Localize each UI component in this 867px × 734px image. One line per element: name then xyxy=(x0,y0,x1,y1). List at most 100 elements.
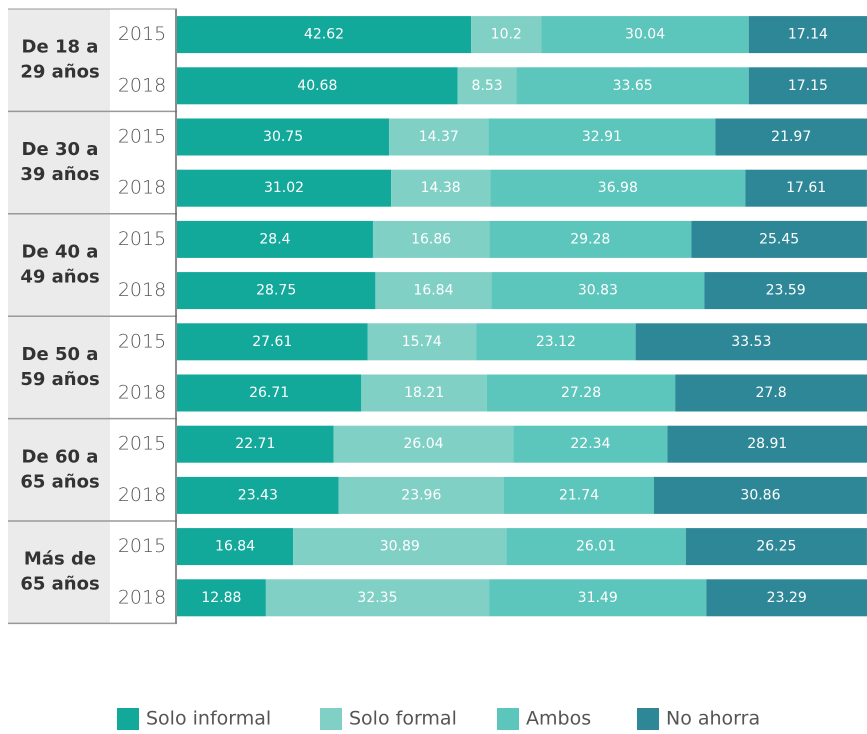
bar-segment xyxy=(177,16,472,54)
legend-label: Ambos xyxy=(526,708,591,730)
value-label: 16.84 xyxy=(413,283,453,299)
value-label: 21.74 xyxy=(559,487,599,503)
value-label: 26.71 xyxy=(249,385,289,401)
value-label: 18.21 xyxy=(404,385,444,401)
bar-segment xyxy=(338,476,504,514)
value-label: 16.84 xyxy=(215,539,255,555)
year-label: 2015 xyxy=(118,23,166,45)
bar-segment xyxy=(541,16,749,54)
value-label: 17.14 xyxy=(788,27,828,43)
value-label: 32.35 xyxy=(357,590,397,606)
value-label: 10.2 xyxy=(491,27,522,43)
bar-segment xyxy=(490,169,746,207)
bar-segment xyxy=(748,16,867,54)
bar-segment xyxy=(177,476,339,514)
bar-segment xyxy=(653,476,867,514)
bar-segment xyxy=(513,425,668,463)
value-label: 32.91 xyxy=(582,129,622,145)
value-label: 31.02 xyxy=(264,180,304,196)
year-label: 2018 xyxy=(118,74,166,96)
value-label: 14.38 xyxy=(421,180,461,196)
value-label: 17.15 xyxy=(788,78,828,94)
value-label: 30.86 xyxy=(740,487,780,503)
value-label: 21.97 xyxy=(771,129,811,145)
bar-segment xyxy=(704,272,867,310)
value-label: 28.75 xyxy=(256,283,296,299)
group-label: 49 años xyxy=(20,267,99,288)
value-label: 31.49 xyxy=(578,590,618,606)
bar-segment xyxy=(361,374,487,412)
bar-segment xyxy=(389,118,489,156)
bar-segment xyxy=(489,220,692,258)
value-label: 23.43 xyxy=(238,487,278,503)
year-label: 2015 xyxy=(118,433,166,455)
year-label: 2018 xyxy=(118,279,166,301)
year-label: 2015 xyxy=(118,126,166,148)
year-label: 2015 xyxy=(118,535,166,557)
group-label: De 60 a xyxy=(22,446,99,467)
group-label: 65 años xyxy=(20,574,99,595)
group-label: De 40 a xyxy=(22,242,99,263)
legend-label: No ahorra xyxy=(666,708,760,730)
value-label: 8.53 xyxy=(472,78,503,94)
value-label: 26.25 xyxy=(756,539,796,555)
bar-segment xyxy=(177,169,392,207)
value-label: 14.37 xyxy=(419,129,459,145)
group-label: 59 años xyxy=(20,369,99,390)
bar-segment xyxy=(685,528,867,566)
bar-segment xyxy=(177,118,390,156)
bar-segment xyxy=(177,579,266,617)
value-label: 27.8 xyxy=(756,385,787,401)
bar-segment xyxy=(177,374,362,412)
bar-segment xyxy=(177,528,294,566)
bar-segment xyxy=(516,67,749,105)
bar-segment xyxy=(506,528,686,566)
value-label: 33.65 xyxy=(613,78,653,94)
value-label: 30.89 xyxy=(380,539,420,555)
value-label: 27.28 xyxy=(561,385,601,401)
value-label: 30.04 xyxy=(625,27,665,43)
bar-segment xyxy=(491,272,705,310)
value-label: 28.4 xyxy=(259,231,290,247)
value-label: 33.53 xyxy=(731,334,771,350)
value-label: 15.74 xyxy=(402,334,442,350)
group-label: De 18 a xyxy=(22,37,99,58)
value-label: 26.04 xyxy=(403,436,443,452)
value-label: 17.61 xyxy=(786,180,826,196)
value-label: 40.68 xyxy=(297,78,337,94)
bar-segment xyxy=(635,323,867,361)
bar-segment xyxy=(476,323,636,361)
bar-segment xyxy=(293,528,507,566)
year-label: 2015 xyxy=(118,228,166,250)
bar-segment xyxy=(372,220,490,258)
bar-segment xyxy=(706,579,867,617)
bar-segment xyxy=(367,323,477,361)
value-label: 16.86 xyxy=(411,231,451,247)
group-label: De 30 a xyxy=(22,139,99,160)
value-label: 23.96 xyxy=(401,487,441,503)
bar-segment xyxy=(177,67,458,105)
bar-segment xyxy=(177,425,334,463)
legend-swatch xyxy=(320,708,342,730)
bar-segment xyxy=(489,579,707,617)
legend-swatch xyxy=(637,708,659,730)
value-label: 23.29 xyxy=(767,590,807,606)
bar-segment xyxy=(745,169,867,207)
group-label: De 50 a xyxy=(22,344,99,365)
legend-swatch xyxy=(117,708,139,730)
legend-label: Solo informal xyxy=(146,708,271,730)
value-label: 29.28 xyxy=(570,231,610,247)
year-label: 2018 xyxy=(118,586,166,608)
bar-segment xyxy=(177,323,368,361)
value-label: 23.59 xyxy=(766,283,806,299)
value-label: 27.61 xyxy=(252,334,292,350)
group-label: 39 años xyxy=(20,164,99,185)
year-label: 2018 xyxy=(118,177,166,199)
value-label: 25.45 xyxy=(759,231,799,247)
year-label: 2018 xyxy=(118,484,166,506)
value-label: 36.98 xyxy=(598,180,638,196)
value-label: 12.88 xyxy=(201,590,241,606)
bar-segment xyxy=(486,374,676,412)
value-label: 23.12 xyxy=(536,334,576,350)
bar-segment xyxy=(177,220,373,258)
